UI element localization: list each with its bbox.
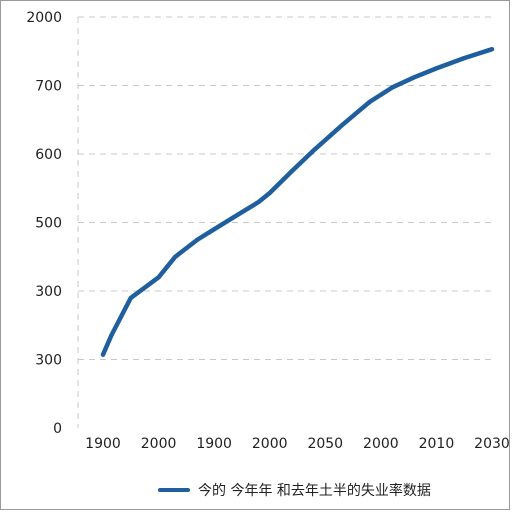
x-axis-ticks: 1900 2000 1900 2000 2050 2000 2010 2030 [85, 436, 510, 452]
x-tick-label: 2000 [141, 436, 177, 452]
y-tick-label: 0 [53, 421, 62, 437]
legend-swatch [158, 488, 190, 492]
grid-lines [77, 16, 496, 428]
y-axis-ticks: 0 300 300 500 600 700 2000 [26, 10, 62, 437]
y-tick-label: 600 [35, 147, 62, 163]
x-tick-label: 2000 [363, 436, 399, 452]
series-line-0 [100, 46, 495, 357]
legend: 今的 今年年 和去年土半的失业率数据 [158, 480, 431, 500]
y-tick-label: 500 [35, 216, 62, 232]
x-tick-label: 2010 [419, 436, 455, 452]
y-tick-label: 300 [35, 353, 62, 369]
y-tick-label: 2000 [26, 10, 62, 26]
x-tick-label: 2050 [307, 436, 343, 452]
x-tick-label: 2000 [252, 436, 288, 452]
series-layer [100, 46, 495, 357]
legend-label: 今的 今年年 和去年土半的失业率数据 [198, 483, 431, 499]
x-tick-label: 1900 [196, 436, 232, 452]
x-tick-label: 1900 [85, 436, 121, 452]
y-tick-label: 700 [35, 79, 62, 95]
y-tick-label: 300 [35, 284, 62, 300]
x-tick-label: 2030 [474, 436, 510, 452]
